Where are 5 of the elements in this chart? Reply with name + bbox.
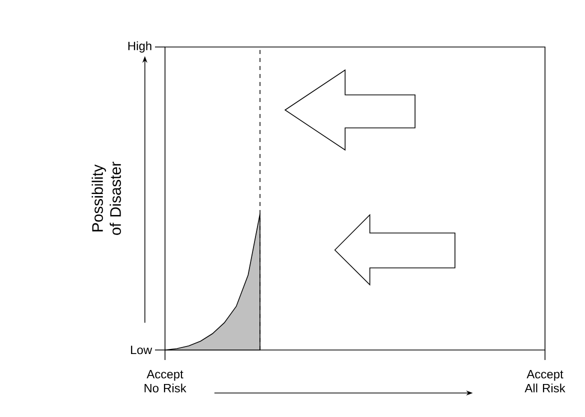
x-tick-label: Accept No Risk: [144, 370, 186, 392]
text: High: [128, 41, 152, 53]
text: Low: [131, 346, 152, 354]
x-tick-label: Accept All Risk: [524, 370, 566, 392]
y-axis-title: Possibility of Disaster: [92, 162, 121, 235]
